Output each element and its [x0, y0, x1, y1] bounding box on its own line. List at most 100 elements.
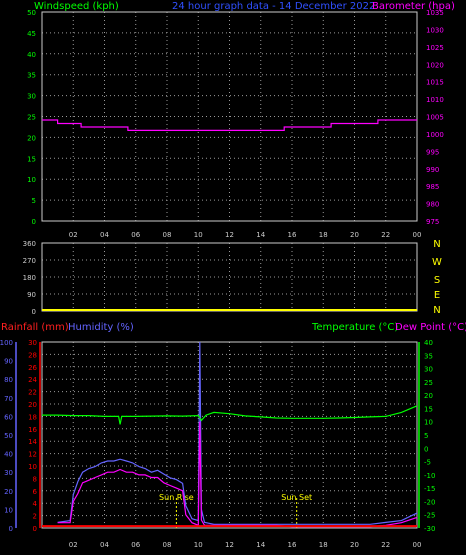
dewpoint-axis-label: Dew Point (°C)	[395, 322, 466, 333]
windspeed-axis-label: Windspeed (kph)	[34, 1, 119, 12]
temperature-tick-label: -5	[424, 459, 431, 467]
plot-frame	[41, 11, 418, 222]
compass-label-n-top: N	[433, 239, 440, 250]
time-tick-label: 14	[256, 541, 265, 549]
humidity-tick-label: 50	[4, 432, 13, 440]
windspeed-tick-label: 30	[27, 93, 36, 101]
compass-label-w: W	[432, 257, 442, 268]
time-tick-label: 10	[194, 231, 203, 239]
barometer-tick-label: 1010	[426, 96, 444, 104]
temperature-tick-label: -20	[424, 498, 435, 506]
temperature-tick-label: 5	[424, 432, 428, 440]
time-tick-label: 20	[350, 541, 359, 549]
windspeed-barometer-panel: 0510152025303540455097598098599099510001…	[27, 9, 444, 239]
barometer-tick-label: 1030	[426, 26, 444, 34]
humidity-axis-label: Humidity (%)	[68, 322, 134, 333]
rainfall-tick-label: 20	[28, 401, 37, 409]
time-tick-label: 20	[350, 231, 359, 239]
temperature-axis-label: Temperature (°C)	[311, 322, 398, 333]
rainfall-tick-label: 6	[33, 488, 38, 496]
humidity-tick-label: 10	[4, 506, 13, 514]
barometer-tick-label: 1000	[426, 131, 444, 139]
humidity-series-line	[57, 341, 418, 525]
windspeed-tick-label: 10	[27, 176, 36, 184]
time-tick-label: 08	[163, 541, 172, 549]
temperature-tick-label: 10	[424, 419, 433, 427]
time-tick-label: 18	[319, 541, 328, 549]
time-tick-label: 12	[225, 541, 234, 549]
rainfall-tick-label: 4	[33, 500, 38, 508]
windspeed-tick-label: 25	[27, 114, 36, 122]
time-tick-label: 00	[413, 231, 422, 239]
barometer-tick-label: 1005	[426, 114, 444, 122]
plot-frame	[41, 341, 418, 529]
compass-label-e: E	[434, 290, 440, 301]
humidity-tick-label: 80	[4, 376, 13, 384]
rainfall-tick-label: 0	[33, 525, 37, 533]
humidity-tick-label: 70	[4, 395, 13, 403]
humidity-tick-label: 40	[4, 451, 13, 459]
rainfall-tick-label: 16	[28, 426, 37, 434]
rainfall-tick-label: 28	[28, 351, 37, 359]
time-tick-label: 16	[288, 541, 297, 549]
temperature-series-line	[42, 405, 418, 425]
humidity-tick-label: 100	[0, 339, 13, 347]
temperature-tick-label: 35	[424, 352, 433, 360]
rainfall-axis-label: Rainfall (mm)	[1, 322, 69, 333]
temperature-tick-label: 15	[424, 405, 433, 413]
windspeed-tick-label: 5	[32, 197, 36, 205]
time-tick-label: 04	[100, 541, 109, 549]
barometer-tick-label: 980	[426, 201, 439, 209]
barometer-tick-label: 990	[426, 166, 439, 174]
rainfall-tick-label: 18	[28, 413, 37, 421]
temperature-tick-label: -10	[424, 472, 435, 480]
rain-humidity-temperature-panel: 0102030405060708090100024681012141618202…	[0, 339, 435, 549]
wind-direction-tick-label: 180	[23, 274, 36, 282]
windspeed-tick-label: 20	[27, 134, 36, 142]
rainfall-tick-label: 22	[28, 389, 37, 397]
barometer-tick-label: 1020	[426, 61, 444, 69]
barometer-tick-label: 985	[426, 183, 439, 191]
temperature-tick-label: 20	[424, 392, 433, 400]
graph-title: 24 hour graph data - 14 December 2022	[172, 1, 375, 12]
time-tick-label: 12	[225, 231, 234, 239]
time-tick-label: 22	[381, 541, 390, 549]
windspeed-tick-label: 40	[27, 51, 36, 59]
time-tick-label: 22	[381, 231, 390, 239]
temperature-tick-label: 25	[424, 379, 433, 387]
wind-direction-tick-label: 360	[23, 240, 36, 248]
temperature-tick-label: 30	[424, 366, 433, 374]
wind-direction-tick-label: 90	[27, 291, 36, 299]
temperature-tick-label: 0	[424, 445, 428, 453]
wind-direction-tick-label: 270	[23, 257, 36, 265]
humidity-tick-label: 30	[4, 469, 13, 477]
barometer-tick-label: 975	[426, 218, 439, 226]
time-tick-label: 18	[319, 231, 328, 239]
windspeed-tick-label: 35	[27, 72, 36, 80]
rainfall-tick-label: 12	[28, 451, 37, 459]
time-tick-label: 00	[413, 541, 422, 549]
windspeed-tick-label: 15	[27, 155, 36, 163]
time-tick-label: 10	[194, 541, 203, 549]
sunrise-label: Sun Rise	[159, 493, 194, 502]
time-tick-label: 02	[69, 541, 78, 549]
humidity-tick-label: 0	[9, 525, 13, 533]
rainfall-tick-label: 24	[28, 376, 37, 384]
barometer-tick-label: 1035	[426, 9, 444, 17]
time-tick-label: 14	[256, 231, 265, 239]
windspeed-tick-label: 45	[27, 30, 36, 38]
time-tick-label: 06	[131, 541, 140, 549]
sunset-label: Sun Set	[281, 493, 312, 502]
humidity-tick-label: 60	[4, 413, 13, 421]
windspeed-tick-label: 50	[27, 9, 36, 17]
rainfall-tick-label: 26	[28, 364, 37, 372]
humidity-tick-label: 90	[4, 358, 13, 366]
time-tick-label: 02	[69, 231, 78, 239]
wind-direction-tick-label: 0	[32, 308, 36, 316]
wind-direction-panel: 0 90 180 270 360	[23, 240, 418, 316]
temperature-tick-label: -30	[424, 525, 435, 533]
compass-label-s: S	[434, 275, 440, 286]
rainfall-tick-label: 14	[28, 438, 37, 446]
barometer-tick-label: 1015	[426, 79, 444, 87]
